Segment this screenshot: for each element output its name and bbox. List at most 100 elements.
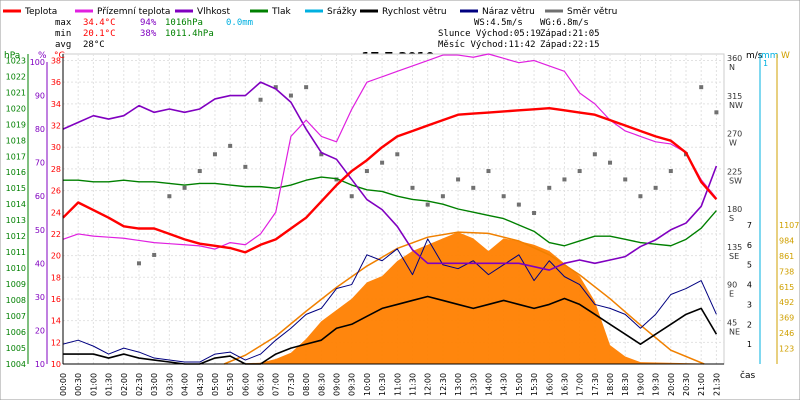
- wind-dir-compass: S: [729, 214, 734, 223]
- ground-temp-line: [62, 53, 717, 250]
- temp-tick-label: 12: [51, 338, 61, 347]
- wind-speed-tick-label: 3: [747, 300, 752, 309]
- temp-tick-label: 14: [51, 317, 61, 326]
- solar-tick-label: 246: [779, 329, 794, 338]
- temp-tick-label: 38: [51, 57, 61, 66]
- wind-dir-point: [288, 93, 293, 98]
- unit-mm: mm: [761, 51, 779, 61]
- humidity-tick-label: 40: [35, 259, 45, 268]
- pressure-tick-label: 1013: [6, 216, 26, 225]
- wind-dir-point: [152, 252, 157, 257]
- humidity-tick-label: 60: [35, 192, 45, 201]
- legend-label: Tlak: [271, 7, 292, 17]
- stat-max-press: 1016hPa: [165, 18, 203, 28]
- pressure-tick-label: 1006: [6, 328, 26, 337]
- x-tick-label: 08:30: [317, 373, 326, 396]
- x-tick-label: 06:00: [241, 373, 250, 396]
- pressure-tick-label: 1017: [6, 152, 26, 161]
- info-moon-set: Západ:22:15: [540, 40, 600, 50]
- wind-dir-point: [592, 152, 597, 157]
- humidity-tick-label: 100: [30, 58, 45, 67]
- wind-dir-point: [532, 211, 537, 215]
- wind-dir-point: [425, 202, 430, 207]
- info-moon: Měsíc Východ:11:42: [438, 40, 536, 50]
- stat-min-label: min: [55, 29, 71, 39]
- solar-tick-label: 738: [779, 267, 794, 276]
- legend-item: Tlak: [250, 7, 292, 17]
- wind-dir-point: [547, 185, 552, 190]
- x-tick-label: 15:30: [530, 373, 539, 396]
- temp-tick-label: 28: [51, 165, 61, 174]
- unit-ms: m/s: [746, 51, 763, 61]
- pressure-tick-label: 1023: [6, 56, 26, 65]
- stats-panel: max 34.4°C 94% 1016hPa 0.0mm min 20.1°C …: [55, 18, 253, 50]
- x-tick-label: 05:00: [211, 373, 220, 396]
- wind-dir-point: [577, 169, 582, 174]
- x-tick-label: 11:00: [393, 373, 402, 396]
- legend-label: Vlhkost: [197, 7, 230, 17]
- stat-max-rain: 0.0mm: [226, 18, 253, 28]
- wind-dir-point: [212, 152, 217, 157]
- temperature-line: [62, 106, 718, 254]
- solar-tick-label: 492: [779, 298, 794, 307]
- solar-tick-label: 1107: [779, 221, 799, 230]
- x-axis-label: čas: [740, 370, 755, 381]
- humidity-tick-label: 50: [35, 226, 45, 235]
- wind-dir-tick-label: 45: [727, 318, 737, 327]
- legend-item: Rychlost větru: [360, 7, 447, 17]
- x-tick-label: 01:00: [89, 373, 98, 396]
- wind-dir-point: [319, 152, 324, 157]
- pressure-tick-label: 1018: [6, 136, 26, 145]
- wind-speed-tick-label: 1: [747, 340, 752, 349]
- axes: 00:00 00:30 01:00 01:30 02:00 02:30 03:00 03:30…: [4, 51, 799, 396]
- temp-tick-label: 30: [51, 143, 61, 152]
- stat-max-label: max: [55, 18, 72, 28]
- wind-dir-point: [273, 85, 278, 90]
- legend-item: Přízemní teplota: [75, 7, 170, 17]
- humidity-tick-label: 10: [35, 360, 45, 369]
- wind-dir-point: [182, 185, 187, 190]
- wind-dir-point: [608, 160, 613, 165]
- x-tick-label: 01:30: [105, 373, 114, 396]
- wind-dir-point: [668, 169, 673, 174]
- temp-tick-label: 20: [51, 252, 61, 261]
- info-sun-set: Západ:21:05: [540, 29, 600, 39]
- x-tick-label: 21:30: [712, 373, 721, 396]
- x-tick-label: 03:30: [165, 373, 174, 396]
- clear-sky-radiation-line: [223, 231, 705, 365]
- wind-dir-point: [699, 85, 704, 90]
- legend: Teplota Přízemní teplota Vlhkost Tlak Srážky…: [3, 7, 617, 17]
- wind-dir-point: [349, 194, 354, 199]
- wind-dir-compass: W: [729, 139, 737, 148]
- legend-label: Náraz větru: [482, 7, 535, 17]
- stat-min-hum: 38%: [140, 29, 157, 39]
- temp-tick-label: 10: [51, 360, 61, 369]
- pressure-tick-label: 1010: [6, 264, 26, 273]
- pressure-tick-label: 1012: [6, 232, 26, 241]
- pressure-tick-label: 1011: [6, 248, 26, 257]
- wind-dir-point: [638, 194, 643, 199]
- x-tick-label: 02:00: [120, 373, 129, 396]
- wind-dir-tick-label: 90: [727, 281, 737, 290]
- x-tick-label: 14:00: [484, 373, 493, 396]
- pressure-tick-label: 1019: [6, 120, 26, 129]
- wind-dir-point: [304, 85, 309, 90]
- temp-tick-label: 22: [51, 230, 61, 239]
- solar-tick-label: 123: [779, 345, 794, 354]
- x-tick-label: 13:00: [454, 373, 463, 396]
- pressure-tick-label: 1009: [6, 280, 26, 289]
- rain-tick-label: 1: [763, 59, 768, 68]
- pressure-tick-label: 1008: [6, 296, 26, 305]
- humidity-tick-label: 30: [35, 293, 45, 302]
- humidity-tick-label: 90: [35, 92, 45, 101]
- astro-info: WS:4.5m/s WG:6.8m/s Slunce Východ:05:19 …: [438, 18, 600, 50]
- x-tick-label: 20:00: [667, 373, 676, 396]
- unit-pct: %: [38, 51, 47, 61]
- legend-label: Teplota: [24, 7, 57, 17]
- wind-dir-point: [243, 164, 248, 169]
- wind-dir-compass: NW: [729, 101, 743, 110]
- temp-tick-label: 32: [51, 122, 61, 131]
- stat-avg-temp: 28°C: [83, 40, 105, 50]
- temp-tick-label: 24: [51, 208, 61, 217]
- humidity-tick-label: 70: [35, 159, 45, 168]
